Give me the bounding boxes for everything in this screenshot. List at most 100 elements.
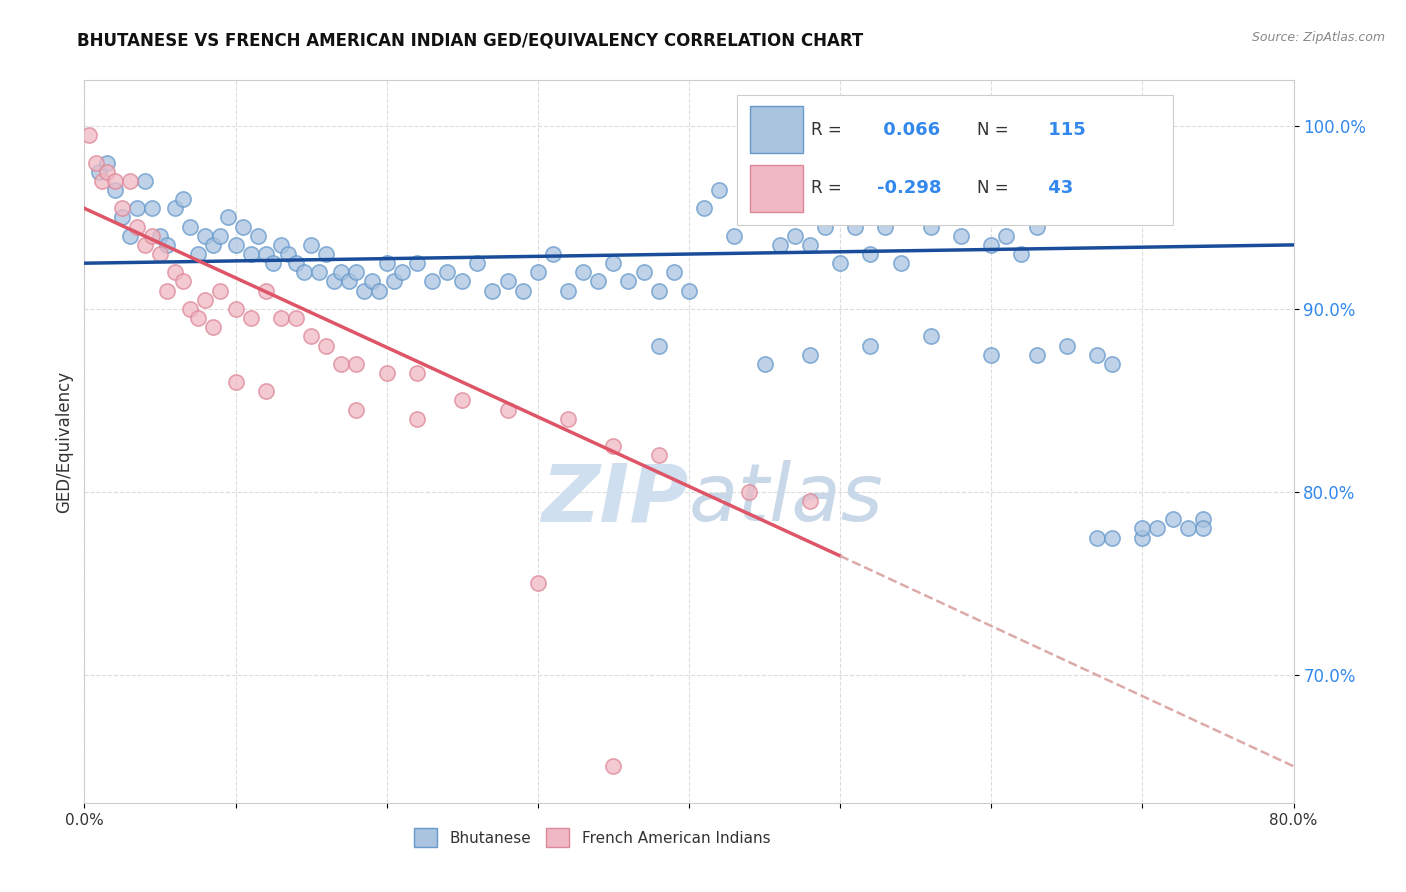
Point — [723, 228, 745, 243]
Point — [165, 265, 187, 279]
Point — [89, 165, 111, 179]
Point — [172, 275, 194, 289]
Point — [1085, 348, 1108, 362]
Point — [254, 247, 277, 261]
Point — [254, 284, 277, 298]
Point — [127, 202, 149, 216]
Point — [194, 293, 217, 307]
Point — [602, 759, 624, 773]
Point — [754, 357, 776, 371]
Y-axis label: GED/Equivalency: GED/Equivalency — [55, 370, 73, 513]
Point — [104, 183, 127, 197]
Point — [783, 228, 806, 243]
Point — [920, 329, 942, 343]
Point — [527, 576, 550, 591]
Point — [96, 165, 118, 179]
Point — [512, 284, 534, 298]
Point — [254, 384, 277, 399]
Point — [844, 219, 866, 234]
Point — [1071, 202, 1094, 216]
Point — [141, 202, 163, 216]
Point — [451, 393, 474, 408]
Point — [406, 366, 429, 380]
Point — [830, 256, 852, 270]
Legend: Bhutanese, French American Indians: Bhutanese, French American Indians — [408, 822, 776, 853]
Point — [602, 439, 624, 453]
Point — [633, 265, 655, 279]
Point — [353, 284, 375, 298]
Point — [179, 301, 201, 316]
Point — [588, 275, 610, 289]
Point — [149, 228, 172, 243]
Point — [104, 174, 127, 188]
Point — [209, 284, 232, 298]
Point — [420, 275, 443, 289]
Point — [346, 402, 368, 417]
Point — [156, 284, 179, 298]
Text: ZIP: ZIP — [541, 460, 689, 539]
Point — [368, 284, 391, 298]
Point — [1101, 357, 1123, 371]
Point — [149, 247, 172, 261]
Point — [111, 211, 134, 225]
Point — [217, 211, 239, 225]
Point — [980, 348, 1002, 362]
Point — [262, 256, 284, 270]
Point — [225, 238, 247, 252]
Point — [172, 192, 194, 206]
Point — [799, 348, 821, 362]
Point — [406, 411, 429, 425]
Point — [920, 219, 942, 234]
Point — [481, 284, 503, 298]
Point — [648, 448, 671, 462]
Point — [1132, 521, 1154, 535]
Point — [541, 247, 564, 261]
Point — [315, 338, 337, 352]
Point — [1011, 247, 1033, 261]
Point — [239, 247, 262, 261]
Point — [496, 402, 519, 417]
Point — [156, 238, 179, 252]
Point — [754, 202, 776, 216]
Point — [225, 375, 247, 389]
Point — [995, 228, 1018, 243]
Point — [91, 174, 114, 188]
Point — [209, 228, 232, 243]
Point — [299, 238, 322, 252]
Point — [859, 338, 882, 352]
Text: BHUTANESE VS FRENCH AMERICAN INDIAN GED/EQUIVALENCY CORRELATION CHART: BHUTANESE VS FRENCH AMERICAN INDIAN GED/… — [77, 31, 863, 49]
Point — [527, 265, 550, 279]
Point — [648, 284, 671, 298]
Point — [330, 265, 353, 279]
Point — [709, 183, 731, 197]
Point — [77, 128, 100, 143]
Point — [308, 265, 330, 279]
Point — [382, 275, 405, 289]
Point — [738, 211, 761, 225]
Point — [285, 256, 308, 270]
Point — [572, 265, 595, 279]
Point — [436, 265, 458, 279]
Point — [950, 228, 973, 243]
Point — [96, 155, 118, 169]
Point — [980, 238, 1002, 252]
Point — [118, 228, 141, 243]
Point — [1192, 521, 1215, 535]
Point — [662, 265, 685, 279]
Point — [346, 265, 368, 279]
Point — [201, 320, 224, 334]
Point — [693, 202, 716, 216]
Point — [375, 366, 398, 380]
Point — [330, 357, 353, 371]
Point — [232, 219, 254, 234]
Point — [1025, 219, 1047, 234]
Point — [270, 311, 292, 326]
Point — [111, 202, 134, 216]
Point — [557, 284, 579, 298]
Text: Source: ZipAtlas.com: Source: ZipAtlas.com — [1251, 31, 1385, 45]
Point — [194, 228, 217, 243]
Point — [678, 284, 700, 298]
Point — [1085, 531, 1108, 545]
Point — [225, 301, 247, 316]
Point — [467, 256, 489, 270]
